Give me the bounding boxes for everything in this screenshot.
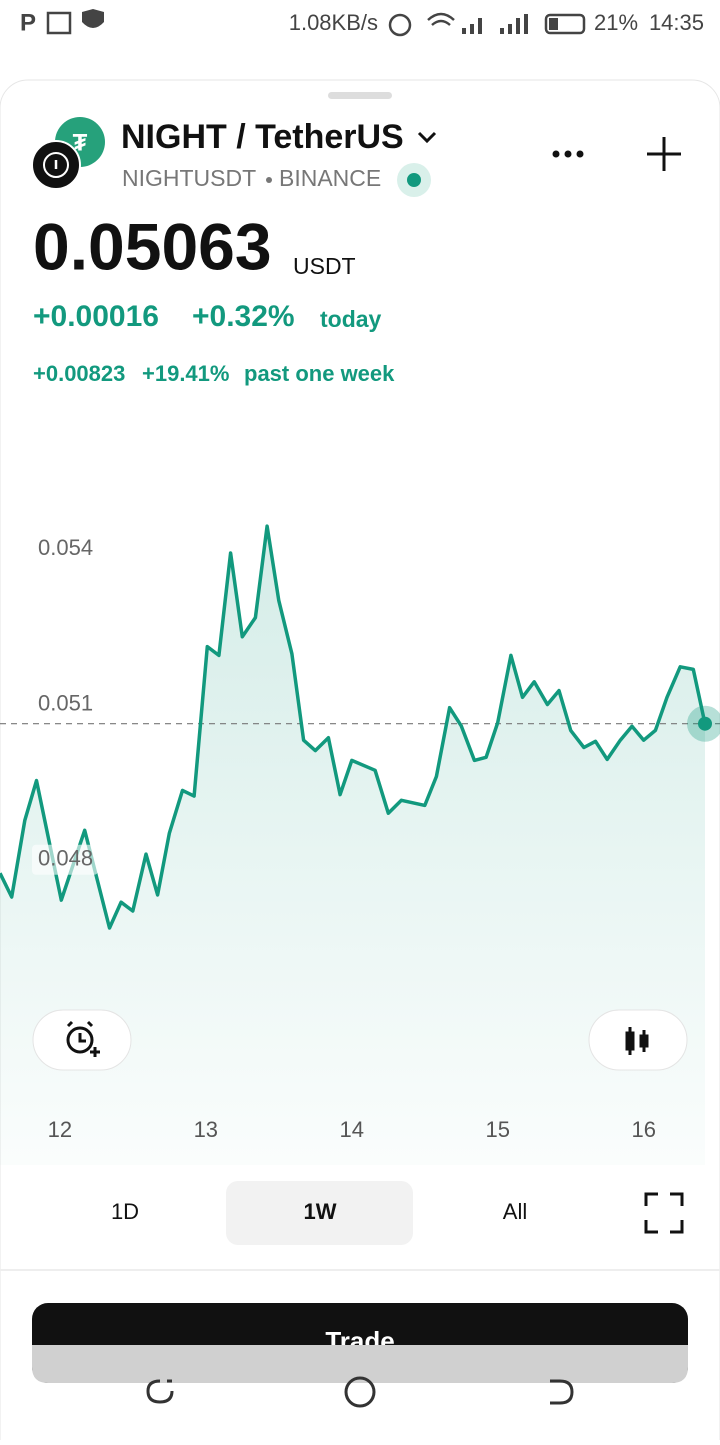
x-tick-label: 12 (48, 1117, 72, 1142)
chart: 0.048 0.051 0.054 12 13 14 15 16 (0, 524, 720, 1165)
range-tab[interactable]: 1W (304, 1199, 337, 1224)
more-button[interactable] (552, 150, 584, 158)
status-icon (82, 9, 104, 28)
change-label: today (320, 306, 382, 332)
price-line (0, 524, 707, 930)
status-icon (427, 12, 455, 26)
y-tick-bg (32, 844, 98, 875)
x-tick-label: 14 (340, 1117, 364, 1142)
drag-handle[interactable] (328, 92, 392, 99)
coin-logo: ₮ (31, 117, 105, 190)
x-tick-label: 13 (194, 1117, 218, 1142)
pair-title[interactable]: NIGHT / TetherUS (121, 118, 404, 156)
y-tick-label: 0.048 (38, 846, 93, 871)
last-point (698, 716, 712, 731)
y-tick-label: 0.051 (38, 690, 93, 715)
battery-level (549, 18, 558, 30)
week-abs: +0.00823 (33, 361, 125, 386)
alert-icon[interactable] (66, 1020, 100, 1057)
nav-recent[interactable] (146, 1379, 174, 1404)
candle-button[interactable] (588, 1009, 688, 1071)
area-fill (0, 526, 705, 1165)
nav-back[interactable] (550, 1379, 574, 1405)
fullscreen-button[interactable] (644, 1192, 684, 1234)
nav-overlay (32, 1345, 688, 1383)
status-bar: P 1.08KB/s 21% 14:35 (20, 9, 704, 36)
nav-bar (146, 1376, 574, 1408)
candle-icon[interactable] (625, 1027, 649, 1055)
live-dot (407, 173, 421, 187)
x-tick-label: 16 (631, 1117, 655, 1142)
week-label: past one week (244, 361, 395, 386)
range-selected (226, 1181, 413, 1245)
clock: 14:35 (649, 10, 704, 35)
symbol: NIGHTUSDT (122, 165, 256, 191)
add-button[interactable] (647, 137, 681, 171)
y-tick-bg (32, 689, 98, 720)
status-icon (46, 11, 72, 35)
status-icon (462, 14, 528, 34)
range-tab[interactable]: 1D (111, 1199, 139, 1224)
net-speed: 1.08KB/s (289, 10, 378, 35)
status-icon (388, 13, 412, 37)
price: 0.05063 (33, 209, 272, 283)
battery-text: 21% (594, 10, 638, 35)
status-icon: P (20, 9, 36, 36)
price-unit: USDT (293, 253, 356, 279)
svg-text:₮: ₮ (73, 129, 88, 156)
change-pct: +0.32% (192, 300, 295, 333)
change-abs: +0.00016 (33, 300, 159, 333)
y-tick-bg (32, 534, 98, 565)
y-tick-label: 0.054 (38, 535, 93, 560)
battery-icon (544, 13, 586, 35)
nav-home[interactable] (344, 1376, 376, 1408)
week-pct: +19.41% (142, 361, 229, 386)
exchange: BINANCE (279, 165, 381, 191)
range-tab[interactable]: All (503, 1199, 527, 1224)
dropdown-icon[interactable] (417, 131, 437, 144)
separator (266, 177, 272, 183)
x-tick-label: 15 (485, 1117, 509, 1142)
